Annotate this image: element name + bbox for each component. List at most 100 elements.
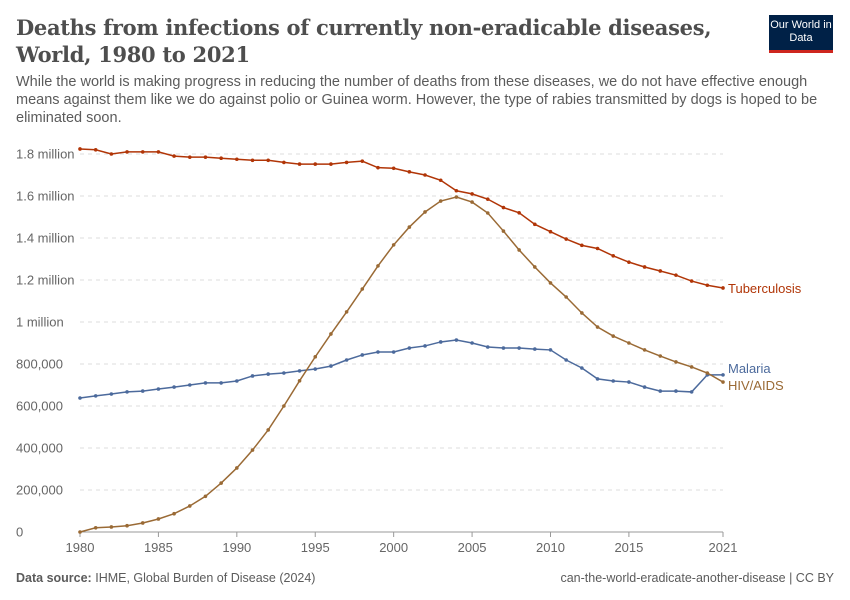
x-tick-label: 2015 (614, 540, 643, 555)
data-point (250, 448, 255, 452)
data-point (140, 521, 145, 525)
series-label: Tuberculosis (728, 281, 802, 296)
data-point (407, 170, 412, 174)
data-point (438, 178, 443, 183)
data-point (658, 269, 663, 273)
data-point (235, 466, 239, 470)
y-tick-label: 200,000 (16, 483, 63, 498)
source-label: Data source: (16, 571, 92, 585)
data-point (721, 286, 725, 290)
data-point (627, 380, 631, 384)
data-point (266, 372, 270, 376)
data-point (423, 210, 427, 214)
series-line-tuberculosis (79, 148, 724, 289)
data-point (391, 350, 396, 354)
data-point (721, 373, 725, 377)
y-tick-label: 1.4 million (16, 231, 75, 246)
data-point (376, 350, 380, 354)
data-point (533, 265, 537, 269)
data-point (93, 394, 98, 398)
data-point (203, 381, 208, 385)
data-point (517, 211, 521, 215)
x-tick-label: 2010 (536, 540, 565, 555)
data-point (485, 197, 490, 201)
data-point (689, 365, 694, 369)
footer-link[interactable]: can-the-world-eradicate-another-disease … (560, 571, 834, 585)
data-point (250, 158, 255, 163)
data-point (627, 341, 631, 345)
x-tick-label: 1995 (301, 540, 330, 555)
data-point (470, 192, 474, 196)
data-point (187, 383, 192, 387)
data-point (109, 392, 114, 396)
data-point (611, 254, 616, 258)
data-point (313, 355, 318, 359)
data-point (501, 346, 506, 350)
data-point (78, 147, 82, 151)
data-point (329, 364, 333, 368)
y-tick-label: 1.8 million (16, 147, 75, 162)
data-point (313, 162, 318, 166)
data-point (266, 428, 270, 432)
y-tick-label: 1.6 million (16, 189, 75, 204)
data-point (454, 188, 459, 193)
data-point (156, 517, 161, 521)
y-tick-label: 400,000 (16, 441, 63, 456)
data-point (501, 229, 506, 233)
data-point (423, 173, 427, 177)
data-point (517, 248, 521, 252)
data-point (548, 348, 553, 352)
series-line-hiv-aids (79, 196, 724, 533)
data-point (344, 358, 349, 362)
data-point (689, 390, 694, 394)
data-point (219, 156, 223, 160)
data-point (501, 205, 506, 210)
data-point (517, 346, 521, 350)
data-point (407, 346, 412, 350)
data-point (423, 344, 427, 348)
data-point (282, 404, 286, 408)
data-point (454, 338, 459, 342)
data-point (548, 229, 553, 234)
data-point (454, 195, 459, 199)
data-point (172, 385, 176, 389)
chart-subtitle: While the world is making progress in re… (16, 74, 818, 126)
data-point (297, 162, 302, 166)
data-point (140, 389, 145, 393)
data-point (125, 523, 129, 528)
data-point (109, 152, 114, 156)
data-point (360, 287, 365, 291)
y-tick-label: 1.2 million (16, 273, 75, 288)
data-point (689, 279, 694, 283)
y-tick-label: 0 (16, 525, 23, 540)
y-tick-label: 1 million (16, 315, 64, 330)
series-line-malaria (79, 339, 723, 399)
data-point (564, 358, 568, 362)
data-point (391, 243, 396, 247)
data-point (250, 374, 255, 378)
data-point (580, 366, 584, 370)
x-tick-label: 2005 (458, 540, 487, 555)
data-point (140, 150, 145, 154)
data-source: Data source: IHME, Global Burden of Dise… (16, 571, 315, 585)
data-point (78, 530, 82, 534)
data-point (611, 379, 616, 383)
data-point (658, 354, 663, 358)
data-point (187, 155, 192, 159)
data-point (344, 160, 349, 165)
data-point (642, 385, 647, 389)
series-label: Malaria (728, 361, 771, 376)
owid-logo[interactable]: Our World in Data (769, 15, 833, 53)
source-text[interactable]: IHME, Global Burden of Disease (2024) (95, 571, 316, 585)
data-point (344, 310, 349, 314)
data-point (376, 165, 380, 170)
x-tick-label: 1990 (222, 540, 251, 555)
data-point (705, 371, 710, 375)
data-point (564, 295, 568, 299)
data-point (642, 348, 647, 352)
data-point (187, 504, 192, 508)
data-point (360, 353, 365, 357)
data-point (219, 481, 223, 485)
data-point (611, 334, 616, 338)
data-point (485, 211, 490, 215)
